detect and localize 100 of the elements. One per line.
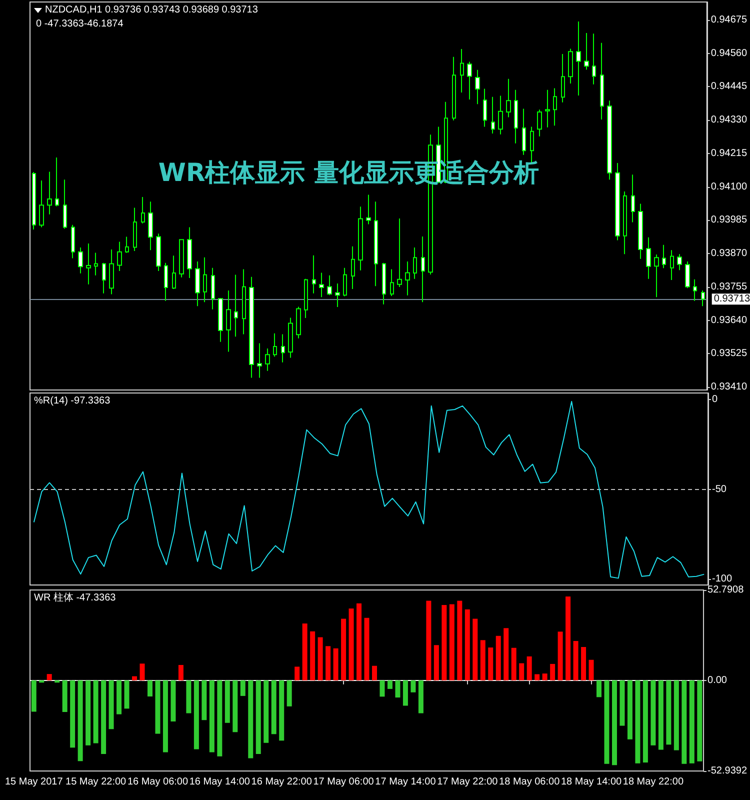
y-tick-label: 0.94560 <box>710 48 748 59</box>
bar <box>286 680 292 706</box>
candlestick <box>148 201 153 251</box>
candlestick <box>405 260 410 296</box>
x-tick-label: 16 May 14:00 <box>189 776 250 788</box>
candlestick <box>677 254 682 271</box>
bar <box>31 680 36 712</box>
y-tick-label: -50 <box>712 484 727 495</box>
y-tick-label: 0.94445 <box>710 81 748 92</box>
chart-title: %R(14) -97.3363 <box>34 396 111 406</box>
candlestick <box>39 180 44 228</box>
candlestick <box>179 238 184 278</box>
bar <box>348 608 354 680</box>
bar <box>480 640 486 680</box>
candlestick <box>390 268 394 296</box>
bar <box>240 680 246 696</box>
y-tick-label: 0.93640 <box>710 314 748 326</box>
bar <box>178 664 184 680</box>
bar <box>472 618 478 680</box>
candlestick <box>296 306 301 339</box>
candlestick <box>701 290 705 307</box>
bar <box>526 656 532 680</box>
y-tick-label: 0 <box>712 394 718 406</box>
x-tick-label: 15 May 2017 <box>4 776 64 788</box>
candlestick <box>638 203 643 260</box>
text: 0 -47.3363-46.1874 <box>36 18 124 30</box>
candlestick <box>576 20 581 96</box>
bar <box>326 646 331 680</box>
candlestick <box>382 262 386 305</box>
candlestick <box>265 348 270 372</box>
bar <box>101 680 106 754</box>
bar <box>395 680 400 698</box>
candlestick <box>545 89 550 128</box>
candlestick <box>218 298 223 342</box>
candlestick <box>467 61 472 100</box>
candlestick <box>327 274 332 296</box>
candlestick <box>631 174 635 223</box>
candlestick <box>55 157 59 207</box>
bar <box>642 680 648 763</box>
y-tick-label: 0.00 <box>708 674 728 686</box>
bar <box>418 680 424 714</box>
bar <box>387 680 392 689</box>
bar <box>116 680 122 714</box>
y-tick-label: -52.9392 <box>708 766 748 776</box>
bar <box>442 605 447 680</box>
candlestick <box>249 276 254 378</box>
bar <box>635 680 640 764</box>
bar <box>658 680 664 750</box>
candlestick <box>281 334 285 363</box>
bar <box>426 600 432 680</box>
bar <box>162 680 168 752</box>
candlestick <box>156 233 161 272</box>
bar <box>217 680 222 756</box>
candlestick <box>537 109 542 137</box>
candlestick <box>102 262 106 294</box>
candlestick <box>63 179 67 230</box>
bar <box>318 637 323 680</box>
candlestick <box>475 69 480 105</box>
candlestick <box>211 267 215 310</box>
candlestick <box>141 196 145 224</box>
candlestick <box>86 242 91 285</box>
candlestick <box>374 201 378 287</box>
candlestick <box>242 268 246 335</box>
bar <box>140 664 145 680</box>
candlestick <box>491 96 495 134</box>
ref-line-label: 0.93713 <box>714 294 750 305</box>
candlestick <box>397 218 402 288</box>
bar <box>504 628 509 680</box>
bar <box>86 680 91 746</box>
bar <box>566 596 571 680</box>
bar <box>534 674 540 680</box>
candlestick <box>257 342 262 378</box>
bar <box>333 648 338 680</box>
bar <box>279 680 284 741</box>
y-tick-label: 0.93525 <box>710 348 748 360</box>
y-tick-label: -100 <box>712 574 732 585</box>
candlestick <box>172 255 176 290</box>
bar <box>62 680 68 712</box>
bar <box>449 604 454 680</box>
candlestick <box>71 224 75 259</box>
candlestick <box>522 108 526 156</box>
bar <box>356 603 362 680</box>
bar <box>573 641 578 680</box>
candlestick <box>335 282 340 308</box>
candlestick <box>592 33 596 85</box>
candlestick <box>288 317 293 358</box>
candlestick <box>413 247 417 280</box>
bar <box>612 680 617 766</box>
bar <box>46 674 52 680</box>
bar <box>410 680 416 692</box>
bar <box>380 680 385 697</box>
y-tick-label: 52.7908 <box>708 584 744 596</box>
candlestick <box>358 206 363 271</box>
candlestick <box>133 207 137 252</box>
candlestick <box>670 250 674 281</box>
x-tick-label: 18 May 14:00 <box>560 776 622 788</box>
bar <box>341 618 346 680</box>
bar <box>542 674 548 680</box>
bar <box>224 680 230 723</box>
bar <box>364 618 370 680</box>
